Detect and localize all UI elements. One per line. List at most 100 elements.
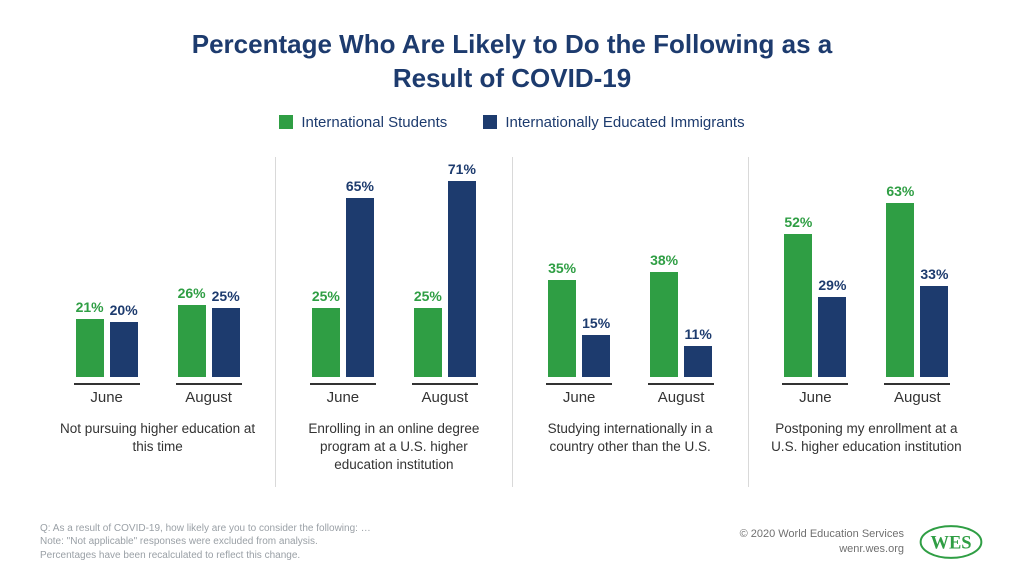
attribution-line: © 2020 World Education Services (740, 527, 904, 542)
bar-value-label: 63% (886, 183, 914, 199)
bar-group: 25% 65% June (310, 157, 376, 406)
x-axis-label: June (74, 383, 140, 406)
footnote: Q: As a result of COVID-19, how likely a… (40, 522, 371, 563)
chart-panel: 25%65%June25%71%AugustEnrolling in an on… (275, 157, 511, 487)
bar-wrap: 20% (110, 157, 138, 377)
bar-group: 35% 15% June (546, 157, 612, 406)
bar (886, 203, 914, 376)
footnote-line: Q: As a result of COVID-19, how likely a… (40, 522, 371, 536)
bar (414, 308, 442, 377)
bar (920, 286, 948, 377)
bar-value-label: 65% (346, 178, 374, 194)
bar-pair: 63% 33% (886, 157, 948, 377)
bar (582, 335, 610, 376)
bar-value-label: 25% (312, 288, 340, 304)
bar-group: 52% 29% June (782, 157, 848, 406)
x-axis-label: August (412, 383, 478, 406)
bar-value-label: 25% (212, 288, 240, 304)
panel-plot: 52% 29% June 63% 33% August (761, 157, 972, 406)
panel-caption: Not pursuing higher education at this ti… (52, 420, 263, 494)
bar-wrap: 25% (312, 157, 340, 377)
bar (312, 308, 340, 377)
bar (784, 234, 812, 377)
bar (178, 305, 206, 377)
bar-pair: 52% 29% (784, 157, 846, 377)
bar-value-label: 25% (414, 288, 442, 304)
svg-text:WES: WES (930, 533, 971, 553)
legend: International Students Internationally E… (40, 114, 984, 131)
bar (212, 308, 240, 377)
panel-caption: Studying internationally in a country ot… (525, 420, 736, 494)
bar-pair: 25% 65% (312, 157, 374, 377)
bar (448, 181, 476, 376)
bar-value-label: 35% (548, 260, 576, 276)
bar-value-label: 20% (110, 302, 138, 318)
attribution-line: wenr.wes.org (740, 542, 904, 557)
bar-wrap: 26% (178, 157, 206, 377)
bar-pair: 25% 71% (414, 157, 476, 377)
attribution: © 2020 World Education Services wenr.wes… (740, 522, 984, 562)
x-axis-label: June (546, 383, 612, 406)
bar (548, 280, 576, 376)
x-axis-label: August (176, 383, 242, 406)
footnote-line: Percentages have been recalculated to re… (40, 549, 371, 563)
bar (110, 322, 138, 377)
wes-logo-icon: WES (918, 522, 984, 562)
bar-group: 25% 71% August (412, 157, 478, 406)
bar (684, 346, 712, 376)
bar-value-label: 21% (76, 299, 104, 315)
bar-wrap: 21% (76, 157, 104, 377)
bar-pair: 38% 11% (650, 157, 712, 377)
panel-plot: 21% 20% June 26% 25% August (52, 157, 263, 406)
bar-wrap: 65% (346, 157, 374, 377)
legend-label: International Students (301, 114, 447, 131)
chart-panel: 21%20%June26%25%AugustNot pursuing highe… (40, 157, 275, 487)
bar-wrap: 29% (818, 157, 846, 377)
footnote-line: Note: "Not applicable" responses were ex… (40, 535, 371, 549)
bar-wrap: 11% (684, 157, 712, 377)
bar (76, 319, 104, 377)
bar-wrap: 33% (920, 157, 948, 377)
bar-value-label: 29% (818, 277, 846, 293)
bar (818, 297, 846, 377)
chart-panel: 35%15%June38%11%AugustStudying internati… (512, 157, 748, 487)
bar-wrap: 35% (548, 157, 576, 377)
legend-item-immigrants: Internationally Educated Immigrants (483, 114, 744, 131)
bar-wrap: 63% (886, 157, 914, 377)
chart-panel: 52%29%June63%33%AugustPostponing my enro… (748, 157, 984, 487)
bar-pair: 26% 25% (178, 157, 240, 377)
bar-wrap: 71% (448, 157, 476, 377)
x-axis-label: June (310, 383, 376, 406)
bar-value-label: 15% (582, 315, 610, 331)
bar-value-label: 26% (178, 285, 206, 301)
bar-wrap: 25% (414, 157, 442, 377)
bar-wrap: 25% (212, 157, 240, 377)
bar-value-label: 71% (448, 161, 476, 177)
bar-group: 38%11%August (648, 157, 714, 406)
bar-value-label: 11% (685, 326, 712, 342)
bar-group: 21% 20% June (74, 157, 140, 406)
legend-label: Internationally Educated Immigrants (505, 114, 744, 131)
chart-panels: 21%20%June26%25%AugustNot pursuing highe… (40, 157, 984, 487)
panel-plot: 35%15%June38%11%August (525, 157, 736, 406)
legend-swatch (483, 115, 497, 129)
bar-wrap: 52% (784, 157, 812, 377)
bar-wrap: 15% (582, 157, 610, 377)
footer: Q: As a result of COVID-19, how likely a… (40, 522, 984, 563)
panel-caption: Postponing my enrollment at a U.S. highe… (761, 420, 972, 494)
panel-plot: 25% 65% June 25% 71% August (288, 157, 499, 406)
bar-group: 26% 25% August (176, 157, 242, 406)
bar-pair: 35% 15% (548, 157, 610, 377)
bar (346, 198, 374, 377)
bar-value-label: 38% (650, 252, 678, 268)
panel-caption: Enrolling in an online degree program at… (288, 420, 499, 494)
x-axis-label: June (782, 383, 848, 406)
bar-value-label: 33% (920, 266, 948, 282)
bar-group: 63% 33% August (884, 157, 950, 406)
bar-value-label: 52% (784, 214, 812, 230)
bar (650, 272, 678, 377)
legend-swatch (279, 115, 293, 129)
x-axis-label: August (884, 383, 950, 406)
bar-pair: 21% 20% (76, 157, 138, 377)
chart-title: Percentage Who Are Likely to Do the Foll… (152, 28, 872, 96)
